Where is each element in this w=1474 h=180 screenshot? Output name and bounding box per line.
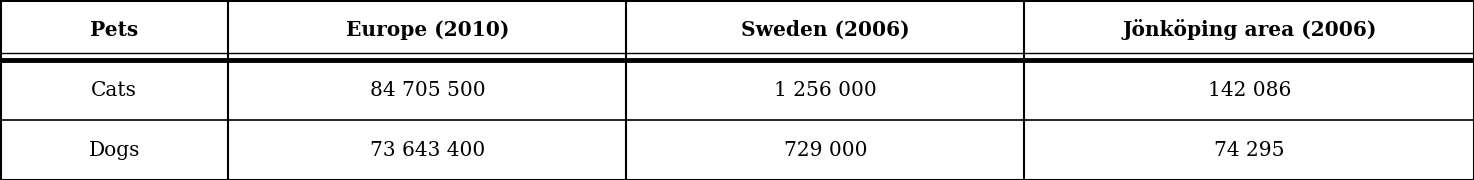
Text: Pets: Pets bbox=[90, 20, 139, 40]
Text: Dogs: Dogs bbox=[88, 141, 140, 159]
Text: 73 643 400: 73 643 400 bbox=[370, 141, 485, 159]
Text: Europe (2010): Europe (2010) bbox=[346, 20, 509, 40]
Text: 142 086: 142 086 bbox=[1207, 80, 1291, 100]
Text: 1 256 000: 1 256 000 bbox=[774, 80, 877, 100]
Text: 74 295: 74 295 bbox=[1215, 141, 1284, 159]
Text: 729 000: 729 000 bbox=[784, 141, 867, 159]
Text: Sweden (2006): Sweden (2006) bbox=[741, 20, 909, 40]
Text: Cats: Cats bbox=[91, 80, 137, 100]
Text: 84 705 500: 84 705 500 bbox=[370, 80, 485, 100]
Text: Jönköping area (2006): Jönköping area (2006) bbox=[1122, 19, 1377, 40]
